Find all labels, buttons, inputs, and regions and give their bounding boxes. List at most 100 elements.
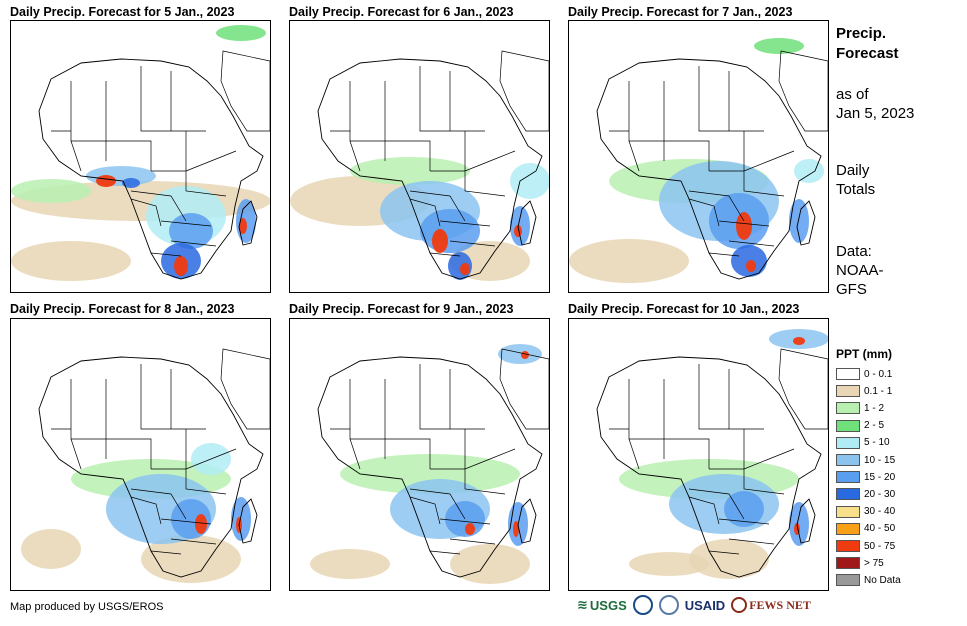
panel-title-1: Daily Precip. Forecast for 5 Jan., 2023 (10, 5, 235, 19)
country-border (728, 369, 764, 430)
africa-outline (596, 58, 822, 280)
country-border (130, 488, 187, 520)
country-border (409, 496, 441, 525)
country-border (688, 488, 745, 520)
country-border (664, 438, 710, 469)
usgs-logo: ≋ USGS (577, 597, 627, 613)
country-border (743, 429, 785, 495)
country-border (70, 140, 82, 172)
noaa-seal-icon (632, 595, 653, 615)
precip-area (216, 25, 266, 41)
country-border (70, 81, 106, 142)
africa-outline (38, 58, 264, 280)
country-border (489, 448, 516, 460)
precip-area (195, 514, 207, 534)
precip-area (754, 38, 804, 54)
precip-area (420, 209, 480, 253)
precip-area (169, 213, 213, 249)
precip-area (122, 178, 140, 188)
country-border (140, 364, 171, 430)
legend-swatch (836, 419, 860, 432)
precip-area (521, 351, 529, 359)
precip-area (239, 218, 247, 234)
country-border (628, 438, 640, 470)
precip-area (789, 502, 809, 546)
country-border (170, 240, 217, 247)
forecast-title-line1: Precip. (836, 25, 887, 42)
legend-label: No Data (864, 574, 901, 586)
legend-swatch (836, 574, 860, 587)
country-border (140, 66, 171, 132)
map-svg (21, 348, 270, 583)
data-source-line2: NOAA- (836, 262, 884, 279)
africa-outline (317, 58, 543, 280)
totals-line1: Daily (836, 162, 870, 179)
legend-swatch (836, 471, 860, 484)
country-border (728, 71, 764, 132)
country-border (439, 220, 491, 227)
country-border (489, 150, 516, 162)
country-border (409, 198, 441, 227)
legend-row: 15 - 20 (836, 469, 895, 485)
data-source-line3: GFS (836, 281, 867, 298)
country-border (210, 150, 237, 162)
country-border (743, 131, 785, 197)
precip-area (11, 179, 91, 203)
as-of-date: Jan 5, 2023 (836, 105, 915, 122)
legend-row: 1 - 2 (836, 400, 884, 416)
legend-title: PPT (mm) (836, 347, 893, 361)
legend-label: 2 - 5 (864, 420, 885, 432)
map-svg (310, 344, 549, 584)
panel-title-3: Daily Precip. Forecast for 7 Jan., 2023 (568, 5, 793, 19)
country-border (768, 150, 795, 162)
precip-area (96, 175, 116, 187)
country-border (170, 71, 206, 132)
legend-row: 0.1 - 1 (836, 383, 892, 399)
precip-area (510, 163, 549, 199)
country-border (409, 190, 466, 222)
legend-row: 2 - 5 (836, 418, 884, 434)
country-border (708, 252, 740, 257)
country-border (728, 538, 775, 545)
country-border (419, 364, 450, 430)
country-border (419, 66, 450, 132)
precip-area (141, 535, 241, 583)
country-border (385, 140, 431, 171)
legend-row: 5 - 10 (836, 435, 890, 451)
fews-globe-icon (731, 597, 748, 613)
precip-area (340, 454, 520, 494)
country-border (449, 538, 496, 545)
precip-area (174, 256, 188, 276)
africa-outline (38, 356, 264, 578)
precip-area (724, 491, 764, 527)
legend-row: 0 - 0.1 (836, 366, 892, 382)
precip-area (11, 241, 131, 281)
country-border (349, 140, 361, 172)
country-border (349, 438, 361, 470)
precip-area (736, 212, 752, 240)
legend-label: 10 - 15 (864, 454, 896, 466)
country-border (130, 198, 162, 227)
precip-area (465, 523, 475, 535)
logo-strip: ≋ USGS USAID FEWS NET (577, 595, 811, 615)
usgs-logo-text: USGS (589, 597, 627, 613)
precip-area (231, 497, 251, 541)
arabia-outline (220, 348, 270, 430)
map-svg (569, 38, 828, 283)
country-border (409, 488, 466, 520)
legend-row: No Data (836, 572, 901, 588)
arabia-outline (778, 50, 828, 132)
madagascar-outline (517, 498, 537, 544)
country-border (768, 448, 795, 460)
dhs-seal-icon (658, 595, 679, 615)
arabia-outline (220, 50, 270, 132)
panel-title-5: Daily Precip. Forecast for 9 Jan., 2023 (289, 302, 514, 316)
forecast-map-2 (289, 20, 550, 293)
legend-swatch (836, 454, 860, 466)
fews-net-logo: FEWS NET (731, 597, 811, 613)
precip-area (498, 344, 542, 364)
forecast-map-6 (568, 318, 829, 591)
precip-area (629, 552, 709, 576)
country-border (688, 198, 720, 227)
fews-logo-text: FEWS NET (749, 597, 811, 612)
